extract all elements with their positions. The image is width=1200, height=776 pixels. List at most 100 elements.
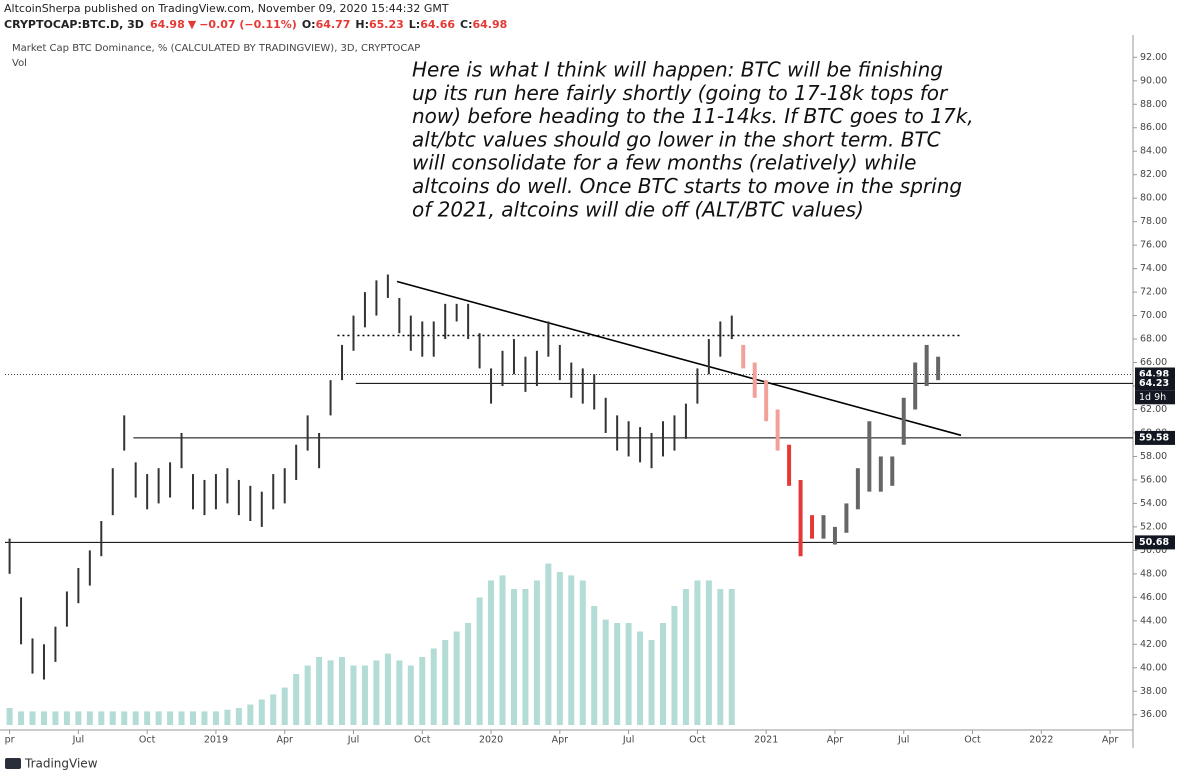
volume-bar bbox=[293, 674, 300, 725]
x-tick-label: Oct bbox=[414, 735, 431, 746]
y-tick-label: 70.00 bbox=[1140, 310, 1167, 321]
volume-bar bbox=[327, 660, 334, 725]
x-tick-label: Apr bbox=[276, 735, 293, 746]
volume-bar bbox=[339, 657, 346, 725]
y-tick-label: 44.00 bbox=[1140, 615, 1167, 626]
symbol: CRYPTOCAP:BTC.D, 3D bbox=[4, 18, 144, 31]
volume-bar bbox=[29, 711, 36, 725]
chart-legend: Market Cap BTC Dominance, % (CALCULATED … bbox=[12, 43, 420, 54]
volume-bar bbox=[705, 580, 712, 725]
x-tick-label: Jul bbox=[347, 735, 359, 746]
volume-bar bbox=[602, 619, 609, 725]
x-tick-label: Apr bbox=[1102, 735, 1119, 746]
volume-bar bbox=[18, 711, 25, 725]
volume-bar bbox=[40, 711, 47, 725]
x-tick-label: Apr bbox=[827, 735, 844, 746]
volume-bar bbox=[660, 623, 666, 725]
annotation-line: Here is what I think will happen: BTC wi… bbox=[412, 58, 943, 82]
volume-bar bbox=[637, 631, 644, 725]
footer-brand: TradingView bbox=[24, 757, 98, 771]
countdown-box bbox=[1135, 390, 1175, 405]
x-tick-label: Jul bbox=[897, 735, 909, 746]
volume-bar bbox=[63, 711, 70, 725]
volume-bar bbox=[510, 589, 517, 725]
x-tick-label: Oct bbox=[139, 735, 156, 746]
volume-bar bbox=[499, 575, 506, 725]
volume-bar bbox=[396, 660, 403, 725]
y-tick-label: 86.00 bbox=[1140, 122, 1167, 133]
volume-bar bbox=[52, 711, 59, 725]
y-tick-label: 84.00 bbox=[1140, 146, 1167, 157]
volume-bar bbox=[350, 665, 357, 725]
price-label: 64.98 bbox=[1139, 369, 1169, 380]
volume-bar bbox=[316, 657, 323, 725]
volume-bar bbox=[568, 575, 575, 725]
volume-bar bbox=[144, 711, 151, 725]
volume-bar bbox=[384, 653, 391, 725]
volume-bar bbox=[155, 711, 162, 725]
price-label-box bbox=[1135, 430, 1175, 445]
tv-logo bbox=[5, 758, 21, 769]
y-tick-label: 38.00 bbox=[1140, 686, 1167, 697]
x-tick-label: Jul bbox=[622, 735, 634, 746]
x-tick-label: 2021 bbox=[754, 735, 778, 746]
y-tick-label: 72.00 bbox=[1140, 287, 1167, 298]
x-tick-label: Oct bbox=[964, 735, 981, 746]
y-tick-label: 56.00 bbox=[1140, 474, 1167, 485]
x-tick-label: 2020 bbox=[479, 735, 503, 746]
y-tick-label: 50.00 bbox=[1140, 545, 1167, 556]
volume-bar bbox=[224, 709, 231, 725]
change-arrow: ▼ bbox=[188, 18, 197, 31]
quote-line: CRYPTOCAP:BTC.D, 3D 64.98 ▼ −0.07 (−0.11%) O… bbox=[4, 18, 507, 31]
y-tick-label: 78.00 bbox=[1140, 216, 1167, 227]
volume-bar bbox=[212, 711, 219, 725]
y-tick-label: 46.00 bbox=[1140, 592, 1167, 603]
y-tick-label: 82.00 bbox=[1140, 169, 1167, 180]
price-label: 50.68 bbox=[1139, 537, 1169, 548]
ohlc-label: C: bbox=[460, 18, 472, 31]
volume-bar bbox=[419, 657, 426, 725]
volume-bar bbox=[579, 580, 586, 725]
volume-bar bbox=[178, 711, 185, 725]
volume-bar bbox=[75, 711, 82, 725]
trendline bbox=[396, 280, 962, 437]
y-tick-label: 74.00 bbox=[1140, 263, 1167, 274]
volume-bar bbox=[132, 711, 139, 725]
price-label-box bbox=[1135, 376, 1175, 391]
y-tick-label: 42.00 bbox=[1140, 639, 1167, 650]
y-tick-label: 92.00 bbox=[1140, 52, 1167, 63]
ohlc-label: O: bbox=[302, 18, 316, 31]
ohlc-value: 64.66 bbox=[420, 18, 455, 31]
volume-bar bbox=[453, 631, 460, 725]
annotation-line: of 2021, altcoins will die off (ALT/BTC … bbox=[412, 197, 864, 221]
volume-bar bbox=[625, 623, 632, 725]
x-tick-label: 2019 bbox=[204, 735, 228, 746]
volume-bar bbox=[648, 640, 655, 725]
volume-bar bbox=[717, 589, 724, 725]
volume-bar bbox=[533, 580, 540, 725]
ohlc-value: 64.98 bbox=[472, 18, 507, 31]
y-tick-label: 36.00 bbox=[1140, 709, 1167, 720]
volume-bar bbox=[109, 711, 116, 725]
y-tick-label: 54.00 bbox=[1140, 498, 1167, 509]
ohlc-label: L: bbox=[409, 18, 420, 31]
volume-bar bbox=[190, 711, 196, 725]
volume-bar bbox=[86, 711, 93, 725]
volume-bar bbox=[694, 580, 701, 725]
annotation-line: altcoins do well. Once BTC starts to mov… bbox=[412, 174, 962, 198]
volume-bar bbox=[545, 563, 552, 725]
volume-bar bbox=[281, 687, 288, 725]
volume-label: Vol bbox=[12, 58, 27, 69]
volume-bar bbox=[6, 708, 13, 725]
volume-bar bbox=[430, 648, 437, 725]
change: −0.07 (−0.11%) bbox=[199, 18, 297, 31]
volume-bar bbox=[442, 640, 449, 725]
volume-bar bbox=[682, 589, 689, 725]
annotation-line: alt/btc values should go lower in the sh… bbox=[412, 127, 941, 151]
price-label: 64.23 bbox=[1139, 378, 1169, 389]
y-tick-label: 68.00 bbox=[1140, 334, 1167, 345]
volume-bar bbox=[167, 711, 174, 725]
volume-bar bbox=[373, 660, 380, 725]
volume-bar bbox=[488, 580, 495, 725]
